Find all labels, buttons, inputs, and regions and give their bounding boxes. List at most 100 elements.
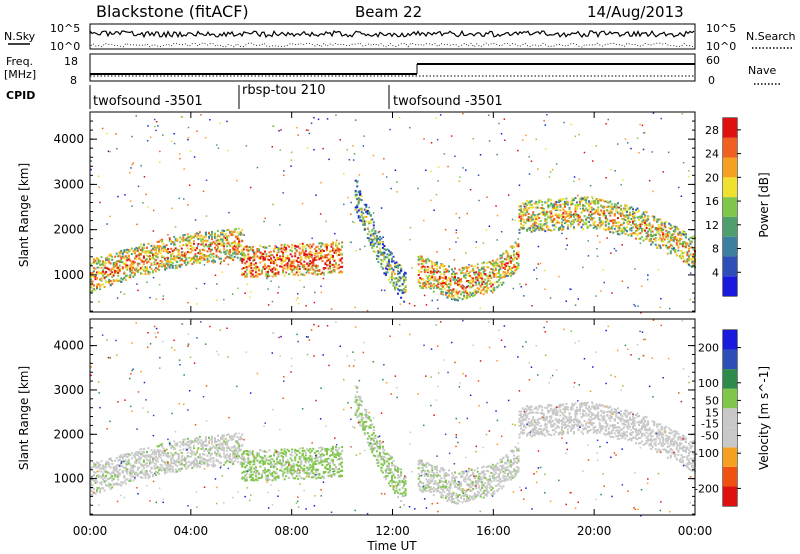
echo-cell — [595, 227, 598, 230]
echo-cell — [103, 276, 106, 279]
echo-cell — [171, 264, 174, 267]
scatter-cell — [537, 245, 540, 248]
echo-cell — [194, 439, 197, 442]
echo-cell — [204, 440, 207, 443]
echo-cell — [171, 470, 174, 473]
echo-cell — [121, 255, 124, 258]
echo-cell — [441, 280, 444, 283]
scatter-cell — [352, 221, 354, 223]
echo-cell — [400, 296, 403, 299]
echo-cell — [188, 240, 191, 243]
echo-cell — [359, 207, 362, 210]
echo-cell — [303, 254, 306, 256]
echo-cell — [217, 230, 219, 233]
echo-cell — [220, 251, 223, 254]
echo-cell — [449, 289, 452, 291]
echo-cell — [339, 270, 342, 273]
echo-cell — [182, 244, 185, 247]
echo-cell — [114, 466, 117, 469]
echo-cell — [609, 219, 612, 222]
echo-cell — [177, 264, 180, 267]
echo-cell — [102, 473, 105, 476]
echo-cell — [197, 456, 200, 459]
echo-cell — [159, 245, 162, 248]
echo-cell — [276, 256, 278, 259]
echo-cell — [665, 220, 668, 223]
echo-cell — [360, 213, 363, 216]
scatter-cell — [173, 133, 175, 135]
echo-cell — [203, 459, 206, 462]
echo-cell — [550, 218, 553, 221]
echo-cell — [517, 262, 520, 265]
echo-cell — [90, 475, 92, 478]
echo-cell — [165, 460, 168, 463]
echo-cell — [179, 445, 182, 448]
echo-cell — [215, 255, 218, 258]
echo-cell — [221, 438, 224, 441]
echo-cell — [668, 227, 671, 230]
scatter-cell — [117, 195, 119, 198]
echo-cell — [529, 216, 532, 219]
echo-cell — [603, 205, 606, 208]
echo-cell — [270, 259, 272, 262]
echo-cell — [221, 434, 224, 437]
echo-cell — [298, 251, 301, 254]
echo-cell — [458, 281, 461, 284]
echo-cell — [325, 260, 328, 263]
echo-cell — [282, 271, 285, 274]
echo-cell — [164, 266, 167, 269]
echo-cell — [277, 273, 280, 276]
echo-cell — [588, 205, 591, 208]
echo-cell — [136, 458, 139, 461]
echo-cell — [93, 474, 95, 477]
echo-cell — [114, 270, 117, 272]
echo-cell — [470, 292, 473, 295]
echo-cell — [233, 252, 236, 255]
echo-cell — [662, 237, 665, 240]
echo-cell — [120, 281, 123, 283]
scatter-cell — [566, 244, 568, 246]
echo-cell — [692, 257, 695, 260]
echo-cell — [212, 445, 215, 448]
echo-cell — [423, 283, 426, 286]
echo-cell — [678, 231, 681, 234]
echo-cell — [566, 215, 569, 217]
echo-cell — [455, 282, 458, 285]
echo-cell — [588, 225, 591, 228]
echo-cell — [223, 259, 226, 262]
echo-cell — [142, 269, 145, 272]
echo-cell — [292, 264, 295, 267]
echo-cell — [386, 264, 389, 267]
echo-cell — [133, 257, 136, 260]
scatter-cell — [116, 148, 118, 150]
echo-cell — [529, 229, 532, 232]
echo-cell — [224, 232, 227, 235]
scatter-cell — [444, 228, 447, 231]
echo-cell — [189, 258, 192, 261]
echo-cell — [500, 264, 503, 267]
scatter-cell — [600, 290, 602, 292]
echo-cell — [389, 281, 392, 284]
echo-cell — [211, 248, 213, 251]
echo-cell — [121, 459, 124, 462]
echo-cell — [625, 221, 628, 224]
echo-cell — [478, 283, 481, 286]
scatter-cell — [633, 303, 635, 306]
echo-cell — [362, 220, 365, 223]
echo-cell — [127, 250, 130, 253]
echo-cell — [136, 454, 139, 457]
echo-cell — [115, 266, 118, 269]
echo-cell — [180, 238, 183, 241]
echo-cell — [609, 206, 612, 209]
echo-cell — [380, 265, 383, 268]
scatter-cell — [109, 150, 111, 153]
echo-cell — [97, 262, 100, 265]
echo-cell — [357, 191, 360, 194]
echo-cell — [165, 262, 168, 265]
echo-cell — [248, 257, 251, 260]
echo-cell — [276, 258, 278, 261]
echo-cell — [236, 237, 239, 240]
scatter-cell — [620, 183, 622, 186]
echo-cell — [149, 256, 151, 259]
echo-cell — [218, 454, 221, 457]
